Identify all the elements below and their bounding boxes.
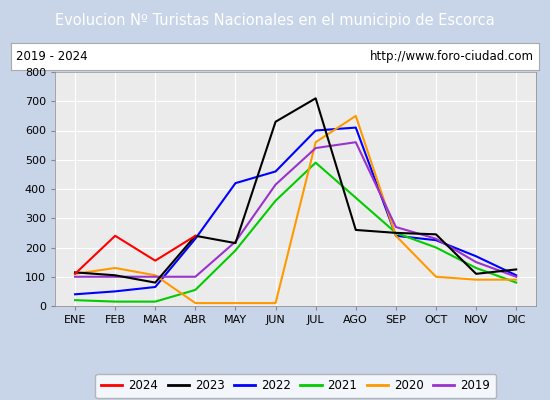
Text: http://www.foro-ciudad.com: http://www.foro-ciudad.com (370, 50, 534, 63)
Text: 2019 - 2024: 2019 - 2024 (16, 50, 88, 63)
Text: Evolucion Nº Turistas Nacionales en el municipio de Escorca: Evolucion Nº Turistas Nacionales en el m… (55, 14, 495, 28)
Legend: 2024, 2023, 2022, 2021, 2020, 2019: 2024, 2023, 2022, 2021, 2020, 2019 (95, 374, 496, 398)
